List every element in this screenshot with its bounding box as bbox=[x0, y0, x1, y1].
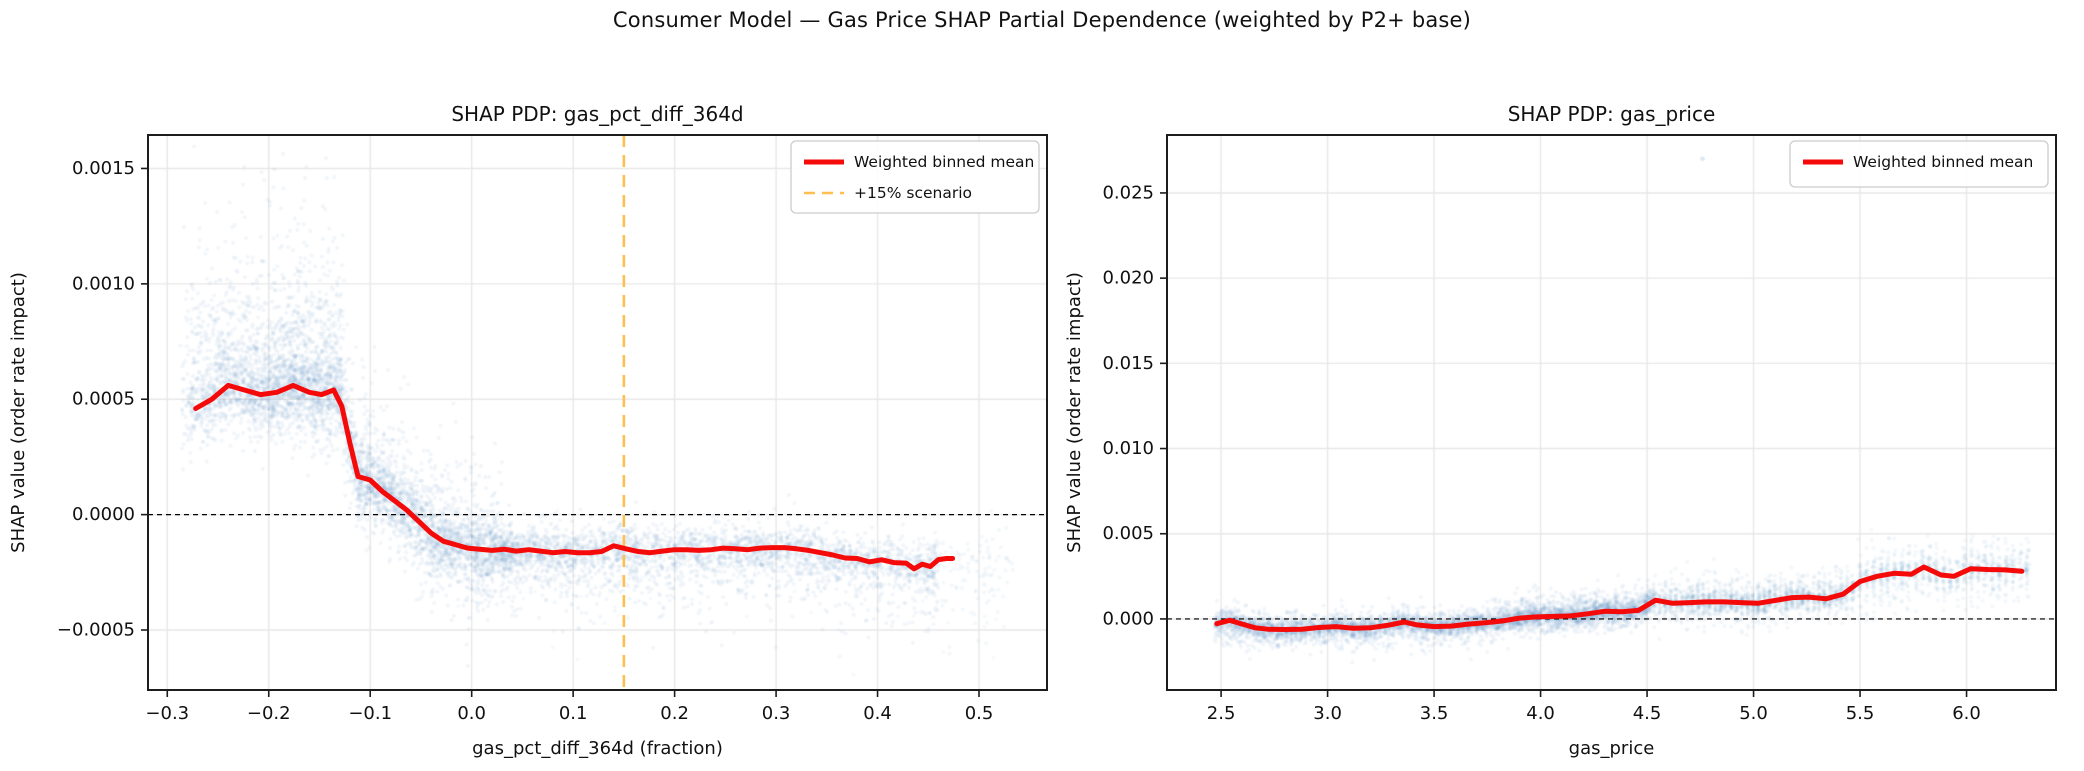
legend-box bbox=[1789, 140, 2049, 188]
binned-mean-line bbox=[193, 382, 956, 572]
x-tick-label: 0.2 bbox=[660, 703, 689, 724]
axes-spines bbox=[147, 134, 1048, 691]
legend-label: Weighted binned mean bbox=[1853, 153, 2033, 171]
x-axis-label: gas_pct_diff_364d (fraction) bbox=[472, 738, 723, 759]
legend: Weighted binned mean bbox=[1789, 140, 2049, 188]
x-tick-label: 5.0 bbox=[1739, 703, 1768, 724]
chart-left-overlay: −0.3 −0.2 −0.1 0.0 0.1 0.2 0.3 0.4 0.5 0.0015 0.00… bbox=[8, 102, 1048, 759]
chart-gas-pct-diff-364d: −0.3 −0.2 −0.1 0.0 0.1 0.2 0.3 0.4 0.5 0.0015 0.00… bbox=[8, 102, 1048, 759]
legend-box bbox=[790, 140, 1040, 214]
x-tick-label: 0.5 bbox=[965, 703, 994, 724]
y-tick-label: 0.0010 bbox=[72, 273, 135, 294]
chart-right-overlay: 2.5 3.0 3.5 4.0 4.5 5.0 5.5 6.0 0.025 0.020 0.015 0… bbox=[1064, 102, 2057, 759]
x-tick-label: 2.5 bbox=[1207, 703, 1236, 724]
axes-spines bbox=[1166, 134, 2057, 691]
x-tick-label: 3.5 bbox=[1420, 703, 1449, 724]
y-tick-label: 0.0015 bbox=[72, 158, 135, 179]
x-tick-label: 0.0 bbox=[457, 703, 486, 724]
scatter-canvas-right bbox=[1167, 135, 2056, 690]
x-tick-label: −0.3 bbox=[145, 703, 189, 724]
x-tick-label: −0.2 bbox=[247, 703, 291, 724]
y-tick-label: 0.015 bbox=[1102, 353, 1154, 374]
x-tick-label: 6.0 bbox=[1952, 703, 1981, 724]
x-tick-label: 0.1 bbox=[559, 703, 588, 724]
scatter-canvas-left bbox=[148, 135, 1047, 690]
x-tick-label: 5.5 bbox=[1846, 703, 1875, 724]
binned-mean-line bbox=[1214, 564, 2025, 632]
x-tick-label: 4.0 bbox=[1526, 703, 1555, 724]
chart-gas-price: 2.5 3.0 3.5 4.0 4.5 5.0 5.5 6.0 0.025 0.020 0.015 0… bbox=[1060, 0, 2084, 771]
x-tick-label: 0.3 bbox=[762, 703, 791, 724]
x-tick-label: 0.4 bbox=[863, 703, 892, 724]
axis-title: SHAP PDP: gas_price bbox=[1508, 102, 1716, 126]
x-tick-label: 4.5 bbox=[1633, 703, 1662, 724]
y-axis-label: SHAP value (order rate impact) bbox=[8, 272, 29, 553]
y-tick-label: 0.0000 bbox=[72, 504, 135, 525]
legend: Weighted binned mean +15% scenario bbox=[790, 140, 1040, 214]
y-axis-label: SHAP value (order rate impact) bbox=[1064, 272, 1085, 553]
y-tick-label: 0.000 bbox=[1102, 608, 1154, 629]
y-tick-label: 0.005 bbox=[1102, 523, 1154, 544]
y-tick-label: −0.0005 bbox=[57, 620, 135, 641]
x-tick-label: 3.0 bbox=[1313, 703, 1342, 724]
y-tick-label: 0.025 bbox=[1102, 182, 1154, 203]
x-axis-label: gas_price bbox=[1569, 738, 1655, 759]
y-tick-label: 0.020 bbox=[1102, 268, 1154, 289]
axis-title: SHAP PDP: gas_pct_diff_364d bbox=[451, 102, 743, 126]
figure-title: Consumer Model — Gas Price SHAP Partial … bbox=[612, 8, 1472, 32]
y-tick-label: 0.0005 bbox=[72, 389, 135, 410]
y-tick-label: 0.010 bbox=[1102, 438, 1154, 459]
legend-label: Weighted binned mean bbox=[854, 153, 1034, 171]
x-tick-label: −0.1 bbox=[348, 703, 392, 724]
legend-label: +15% scenario bbox=[854, 184, 972, 202]
